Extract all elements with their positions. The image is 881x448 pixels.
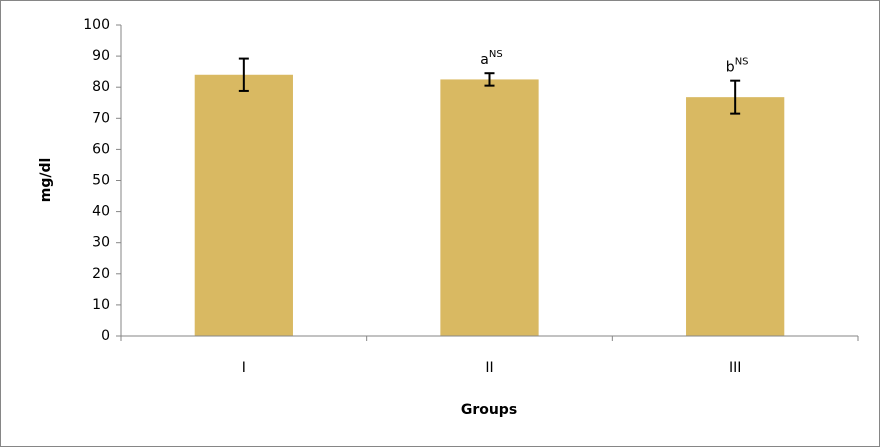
y-tick-label: 30 (92, 235, 110, 251)
y-tick-label: 80 (92, 79, 110, 95)
bar (440, 79, 539, 337)
y-tick-label: 70 (92, 110, 110, 126)
bar (194, 74, 293, 336)
y-axis-label: mg/dl (38, 158, 54, 203)
y-tick-label: 40 (92, 204, 110, 220)
y-tick-label: 60 (92, 141, 110, 157)
y-tick-label: 10 (92, 297, 110, 313)
y-tick-label: 100 (83, 17, 110, 33)
y-tick-label: 90 (92, 48, 110, 64)
x-tick-label: II (485, 360, 493, 376)
annotation-text: a (480, 52, 489, 68)
annotation-text: b (726, 60, 735, 76)
error-bar (484, 72, 495, 87)
y-tick-label: 50 (92, 173, 110, 189)
annotation-superscript: NS (735, 57, 749, 68)
y-tick-label: 0 (101, 328, 110, 344)
error-bar (238, 57, 249, 92)
error-bar (730, 79, 741, 115)
x-axis-label: Groups (461, 402, 517, 418)
x-tick-label: III (729, 360, 741, 376)
x-tick-label: I (242, 360, 246, 376)
bar (686, 97, 785, 336)
annotation-superscript: NS (489, 49, 503, 60)
annotation: aNS (480, 49, 502, 68)
annotation: bNS (726, 57, 749, 76)
y-tick-label: 20 (92, 266, 110, 282)
